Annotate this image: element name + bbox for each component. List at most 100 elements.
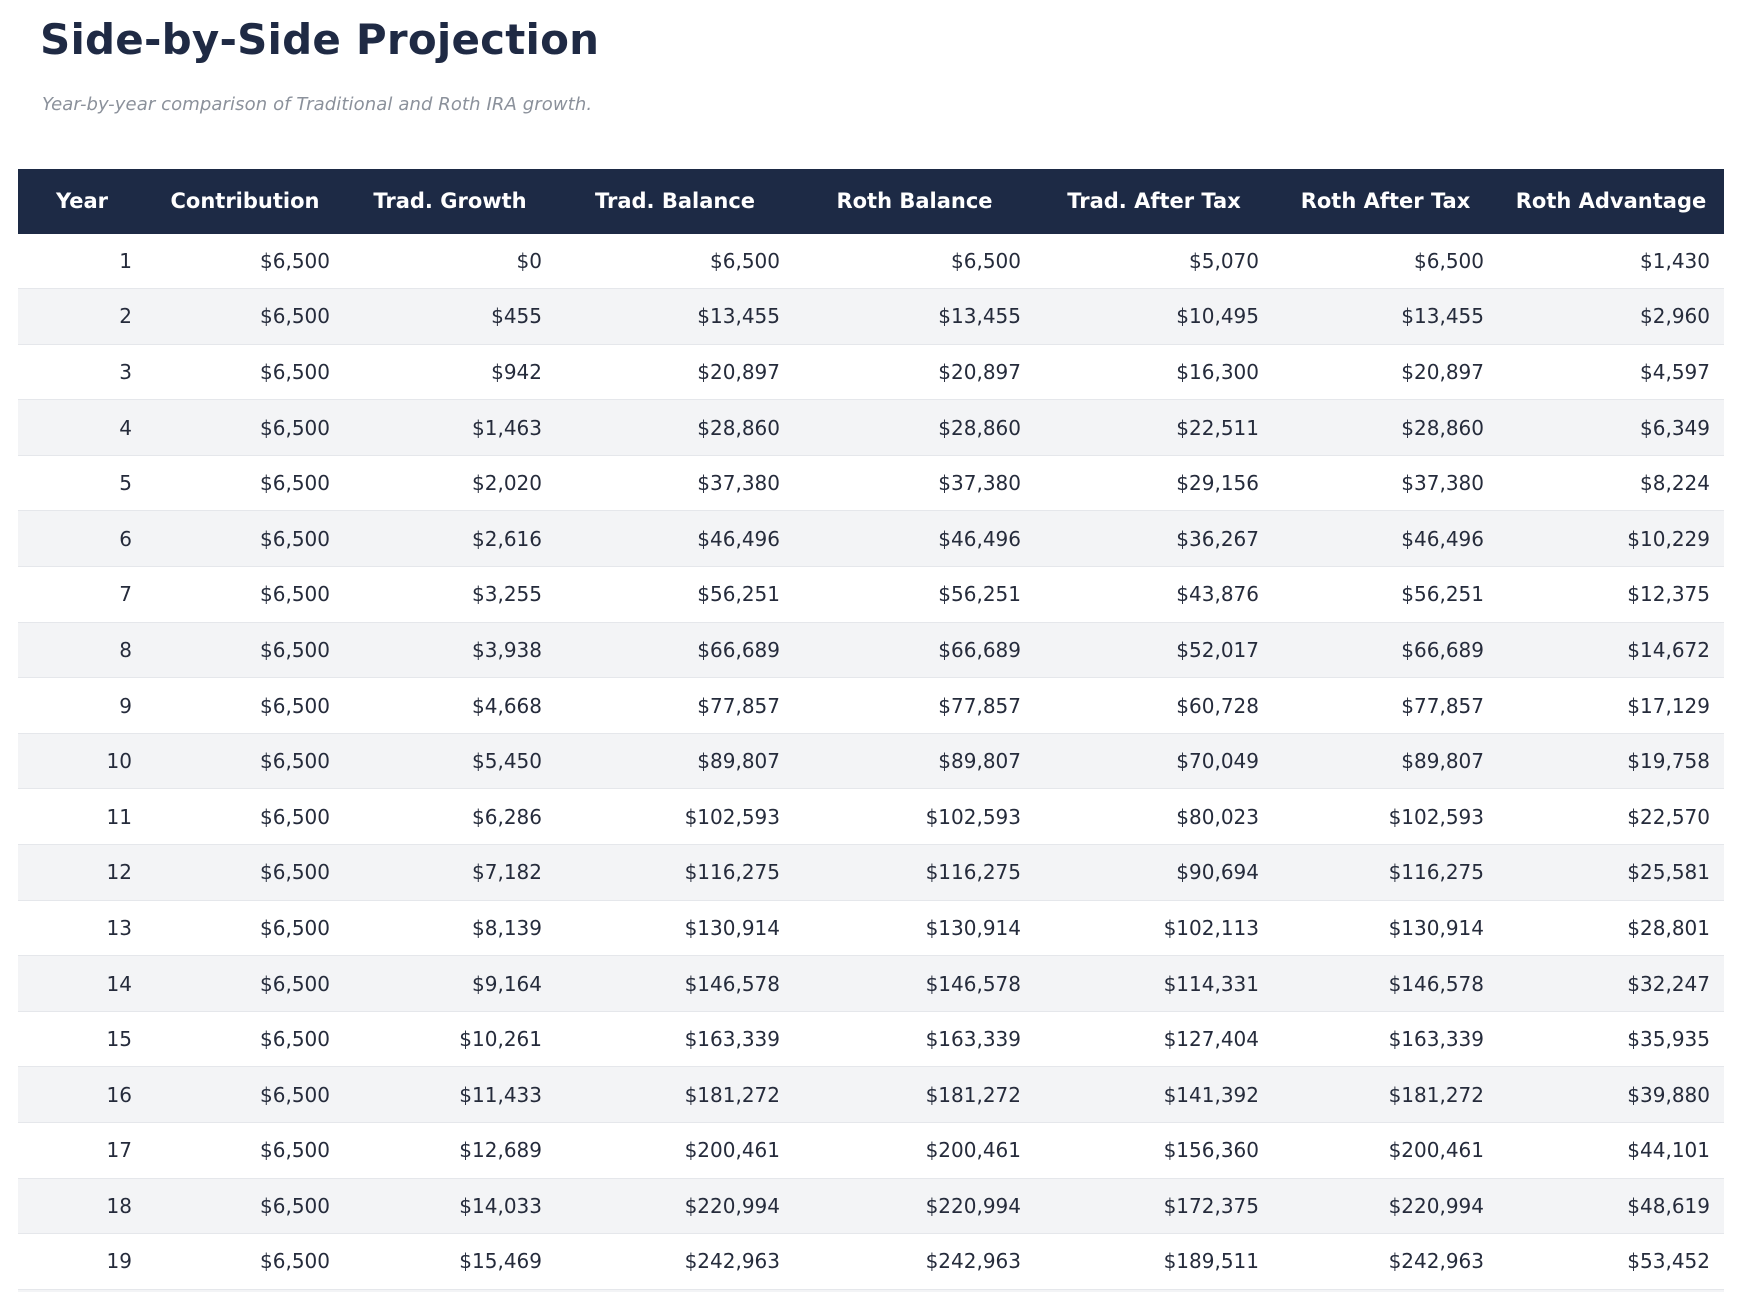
value-cell: $13,455 bbox=[794, 288, 1035, 345]
value-cell: $242,963 bbox=[794, 1233, 1035, 1290]
value-cell: $89,807 bbox=[556, 733, 794, 790]
value-cell: $6,500 bbox=[146, 1011, 344, 1068]
table-row: 12 $6,500 $7,182 $116,275 $116,275 $90,694 $11… bbox=[18, 844, 1724, 901]
value-cell: $89,807 bbox=[1273, 733, 1498, 790]
table-body: 1 $6,500 $0 $6,500 $6,500 $5,070 $6,500 $1,430 2… bbox=[18, 233, 1724, 1290]
value-cell: $130,914 bbox=[556, 900, 794, 957]
value-cell: $10,261 bbox=[344, 1011, 556, 1068]
table-row: 8 $6,500 $3,938 $66,689 $66,689 $52,017 $66,68… bbox=[18, 622, 1724, 679]
value-cell: $6,500 bbox=[146, 677, 344, 734]
value-cell: $6,500 bbox=[146, 344, 344, 401]
value-cell: $242,963 bbox=[1273, 1233, 1498, 1290]
value-cell: $6,500 bbox=[146, 955, 344, 1012]
value-cell: $6,500 bbox=[556, 233, 794, 290]
table-row: 5 $6,500 $2,020 $37,380 $37,380 $29,156 $37,38… bbox=[18, 455, 1724, 512]
table-row: 6 $6,500 $2,616 $46,496 $46,496 $36,267 $46,49… bbox=[18, 510, 1724, 568]
value-cell: $6,500 bbox=[146, 566, 344, 623]
year-cell: 3 bbox=[18, 344, 146, 401]
value-cell: $12,375 bbox=[1498, 566, 1724, 623]
projection-table: Year Contribution Trad. Growth Trad. Bal… bbox=[18, 168, 1724, 1290]
value-cell: $12,689 bbox=[344, 1122, 556, 1179]
value-cell: $1,430 bbox=[1498, 233, 1724, 290]
value-cell: $6,500 bbox=[146, 1233, 344, 1290]
value-cell: $6,500 bbox=[146, 233, 344, 290]
value-cell: $116,275 bbox=[1273, 844, 1498, 901]
value-cell: $53,452 bbox=[1498, 1233, 1724, 1290]
value-cell: $35,935 bbox=[1498, 1011, 1724, 1068]
table-header-row: Year Contribution Trad. Growth Trad. Bal… bbox=[18, 168, 1724, 234]
column-header-contribution: Contribution bbox=[146, 168, 344, 234]
year-cell: 19 bbox=[18, 1233, 146, 1290]
column-header-trad-growth: Trad. Growth bbox=[344, 168, 556, 234]
table-row: 3 $6,500 $942 $20,897 $20,897 $16,300 $20,897 $… bbox=[18, 344, 1724, 401]
value-cell: $200,461 bbox=[1273, 1122, 1498, 1179]
value-cell: $37,380 bbox=[1273, 455, 1498, 512]
table-row: 18 $6,500 $14,033 $220,994 $220,994 $172,375 $… bbox=[18, 1178, 1724, 1235]
value-cell: $3,255 bbox=[344, 566, 556, 623]
year-cell: 10 bbox=[18, 733, 146, 790]
value-cell: $1,463 bbox=[344, 399, 556, 456]
value-cell: $17,129 bbox=[1498, 677, 1724, 734]
year-cell: 9 bbox=[18, 677, 146, 734]
year-cell: 16 bbox=[18, 1066, 146, 1123]
table-row: 7 $6,500 $3,255 $56,251 $56,251 $43,876 $56,25… bbox=[18, 566, 1724, 623]
value-cell: $6,500 bbox=[794, 233, 1035, 290]
value-cell: $25,581 bbox=[1498, 844, 1724, 901]
year-cell: 13 bbox=[18, 900, 146, 957]
value-cell: $6,500 bbox=[146, 1122, 344, 1179]
value-cell: $6,286 bbox=[344, 788, 556, 846]
value-cell: $37,380 bbox=[556, 455, 794, 512]
table-row: 2 $6,500 $455 $13,455 $13,455 $10,495 $13,455 $… bbox=[18, 288, 1724, 345]
value-cell: $56,251 bbox=[556, 566, 794, 623]
year-cell: 8 bbox=[18, 622, 146, 679]
value-cell: $163,339 bbox=[794, 1011, 1035, 1068]
value-cell: $56,251 bbox=[794, 566, 1035, 623]
value-cell: $39,880 bbox=[1498, 1066, 1724, 1123]
table-row: 11 $6,500 $6,286 $102,593 $102,593 $80,023 $10… bbox=[18, 788, 1724, 846]
value-cell: $200,461 bbox=[794, 1122, 1035, 1179]
value-cell: $6,500 bbox=[146, 622, 344, 679]
year-cell: 12 bbox=[18, 844, 146, 901]
value-cell: $90,694 bbox=[1035, 844, 1273, 901]
value-cell: $130,914 bbox=[1273, 900, 1498, 957]
year-cell: 18 bbox=[18, 1178, 146, 1235]
value-cell: $6,500 bbox=[1273, 233, 1498, 290]
value-cell: $77,857 bbox=[556, 677, 794, 734]
year-cell: 14 bbox=[18, 955, 146, 1012]
year-cell: 4 bbox=[18, 399, 146, 456]
value-cell: $66,689 bbox=[556, 622, 794, 679]
value-cell: $6,500 bbox=[146, 1066, 344, 1123]
value-cell: $156,360 bbox=[1035, 1122, 1273, 1179]
value-cell: $116,275 bbox=[556, 844, 794, 901]
value-cell: $28,860 bbox=[1273, 399, 1498, 456]
value-cell: $6,500 bbox=[146, 288, 344, 345]
value-cell: $172,375 bbox=[1035, 1178, 1273, 1235]
value-cell: $181,272 bbox=[1273, 1066, 1498, 1123]
value-cell: $163,339 bbox=[556, 1011, 794, 1068]
value-cell: $189,511 bbox=[1035, 1233, 1273, 1290]
page-subtitle: Year-by-year comparison of Traditional a… bbox=[42, 93, 593, 115]
year-cell: 2 bbox=[18, 288, 146, 345]
value-cell: $28,801 bbox=[1498, 900, 1724, 957]
value-cell: $181,272 bbox=[794, 1066, 1035, 1123]
value-cell: $6,349 bbox=[1498, 399, 1724, 456]
value-cell: $146,578 bbox=[1273, 955, 1498, 1012]
year-cell: 5 bbox=[18, 455, 146, 512]
value-cell: $8,139 bbox=[344, 900, 556, 957]
value-cell: $22,511 bbox=[1035, 399, 1273, 456]
value-cell: $52,017 bbox=[1035, 622, 1273, 679]
value-cell: $102,593 bbox=[794, 788, 1035, 846]
value-cell: $66,689 bbox=[1273, 622, 1498, 679]
table-row: 4 $6,500 $1,463 $28,860 $28,860 $22,511 $28,86… bbox=[18, 399, 1724, 456]
value-cell: $2,960 bbox=[1498, 288, 1724, 345]
value-cell: $2,616 bbox=[344, 510, 556, 568]
partial-next-row bbox=[18, 1289, 1724, 1292]
value-cell: $9,164 bbox=[344, 955, 556, 1012]
value-cell: $146,578 bbox=[794, 955, 1035, 1012]
value-cell: $6,500 bbox=[146, 510, 344, 568]
value-cell: $37,380 bbox=[794, 455, 1035, 512]
value-cell: $200,461 bbox=[556, 1122, 794, 1179]
column-header-roth-balance: Roth Balance bbox=[794, 168, 1035, 234]
value-cell: $19,758 bbox=[1498, 733, 1724, 790]
